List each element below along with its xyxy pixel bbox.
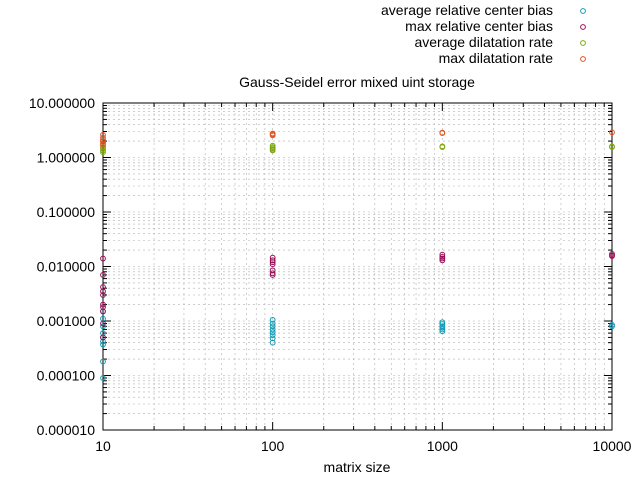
data-point bbox=[100, 149, 106, 156]
data-point bbox=[100, 147, 106, 154]
tick-marks bbox=[102, 102, 613, 431]
data-point bbox=[269, 339, 276, 346]
data-point bbox=[609, 323, 615, 330]
chart-title: Gauss-Seidel error mixed uint storage bbox=[239, 74, 475, 90]
data-point bbox=[100, 142, 106, 148]
data-point bbox=[269, 261, 276, 268]
data-point bbox=[100, 308, 106, 315]
data-point bbox=[100, 138, 106, 145]
legend-marker bbox=[580, 24, 586, 30]
data-point bbox=[100, 292, 106, 298]
data-point bbox=[100, 301, 106, 308]
legend-label: average relative center bias bbox=[381, 2, 553, 18]
data-point bbox=[269, 332, 276, 339]
data-point bbox=[269, 272, 276, 278]
y-tick-label: 0.000100 bbox=[37, 368, 96, 384]
data-point bbox=[100, 134, 106, 141]
data-point bbox=[609, 253, 615, 260]
data-point bbox=[609, 144, 615, 151]
legend-label: average dilatation rate bbox=[414, 34, 553, 50]
x-axis-tick-labels: 10 100 1000 10000 bbox=[95, 438, 631, 454]
y-axis-tick-labels: 10.000000 1.000000 0.100000 0.010000 0.00100… bbox=[29, 95, 95, 438]
y-tick-label: 10.000000 bbox=[29, 95, 95, 111]
data-point bbox=[269, 132, 276, 139]
data-point bbox=[100, 338, 106, 345]
series-4-points bbox=[100, 129, 615, 148]
y-tick-label: 0.100000 bbox=[37, 204, 96, 220]
data-point bbox=[269, 257, 276, 264]
data-point bbox=[269, 270, 276, 277]
data-point bbox=[439, 254, 446, 260]
data-point bbox=[269, 323, 276, 330]
series-2-points bbox=[100, 251, 615, 341]
data-point bbox=[439, 319, 446, 326]
data-point bbox=[439, 130, 446, 137]
data-point bbox=[439, 255, 446, 262]
data-point bbox=[269, 329, 276, 336]
data-point bbox=[439, 144, 446, 151]
data-point bbox=[100, 358, 106, 365]
data-point bbox=[269, 316, 276, 323]
x-tick-label: 100 bbox=[261, 438, 285, 454]
data-point bbox=[439, 321, 446, 327]
data-point bbox=[269, 326, 276, 333]
data-point bbox=[100, 255, 106, 262]
data-point bbox=[100, 272, 106, 278]
legend-label: max dilatation rate bbox=[439, 50, 554, 66]
y-tick-label: 0.001000 bbox=[37, 313, 96, 329]
data-point bbox=[100, 334, 106, 341]
data-point bbox=[100, 341, 106, 348]
data-points bbox=[100, 129, 615, 381]
data-point bbox=[100, 320, 106, 327]
x-tick-label: 1000 bbox=[427, 438, 458, 454]
x-tick-label: 10000 bbox=[593, 438, 632, 454]
legend-marker bbox=[580, 8, 586, 14]
data-point bbox=[439, 324, 446, 331]
data-point bbox=[439, 257, 446, 264]
data-point bbox=[439, 251, 446, 258]
series-3-points bbox=[100, 142, 615, 156]
data-point bbox=[609, 129, 615, 136]
legend-label: max relative center bias bbox=[405, 18, 553, 34]
x-axis-label: matrix size bbox=[324, 459, 391, 475]
data-point bbox=[269, 259, 276, 266]
data-point bbox=[100, 323, 106, 330]
y-tick-label: 1.000000 bbox=[37, 150, 96, 166]
x-tick-label: 10 bbox=[95, 438, 111, 454]
data-point bbox=[439, 326, 446, 333]
data-point bbox=[269, 147, 276, 154]
data-point bbox=[439, 328, 446, 335]
legend-marker bbox=[580, 40, 586, 46]
grid-lines bbox=[102, 102, 613, 431]
y-tick-label: 0.000010 bbox=[37, 422, 96, 438]
data-point bbox=[269, 320, 276, 327]
data-point bbox=[100, 288, 106, 295]
y-tick-label: 0.010000 bbox=[37, 259, 96, 275]
series-1-points bbox=[100, 308, 615, 381]
legend-marker bbox=[580, 56, 586, 62]
data-point bbox=[100, 375, 106, 381]
